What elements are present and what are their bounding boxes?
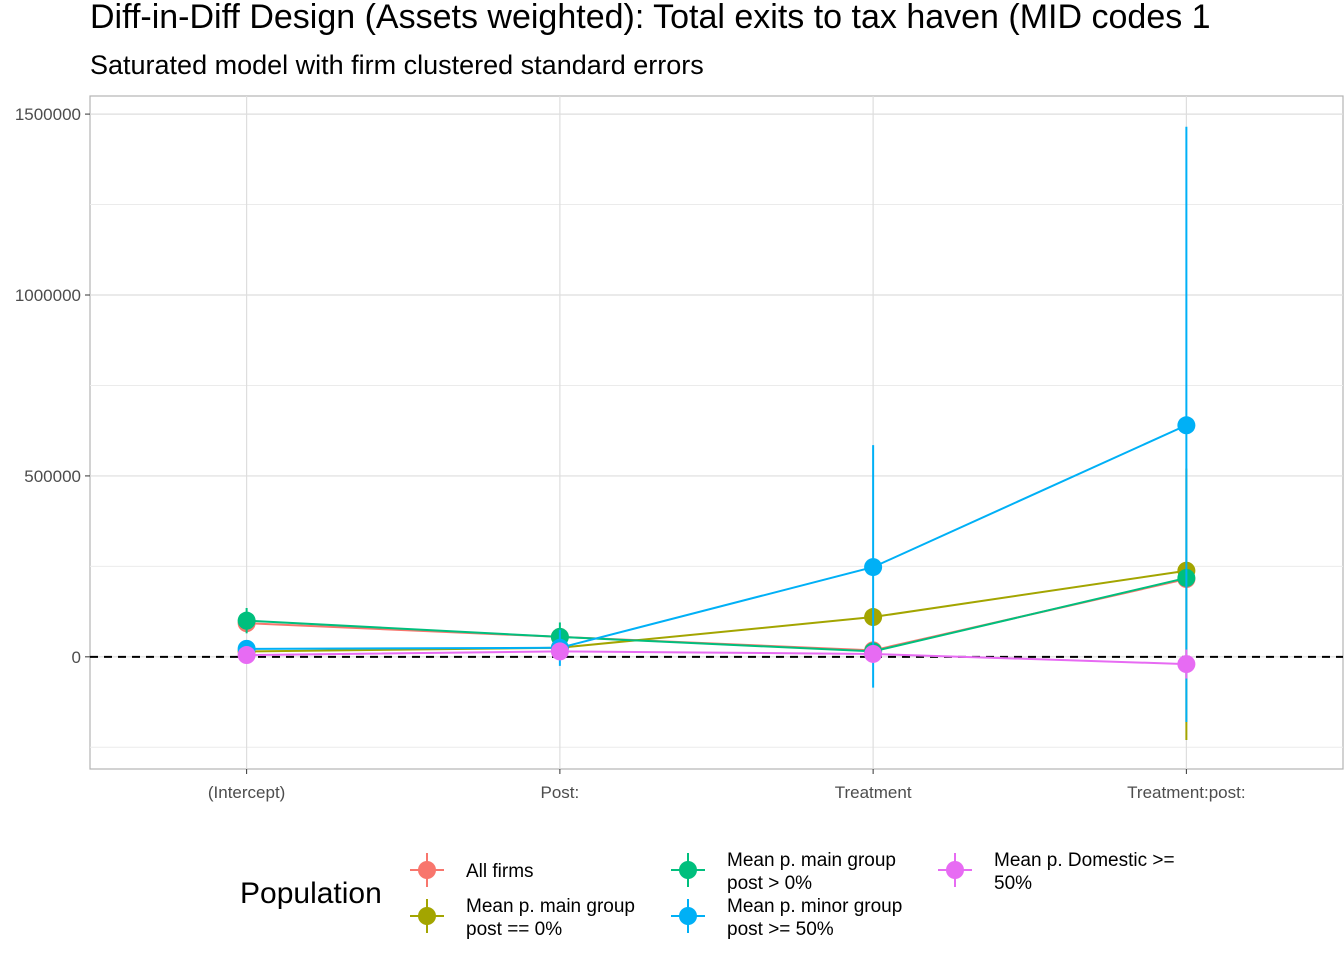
series-line — [246, 650, 1187, 666]
legend-label: All firms — [466, 861, 534, 882]
data-point — [237, 646, 256, 665]
legend-key-point — [679, 861, 697, 879]
legend-title: Population — [240, 877, 382, 910]
y-tick-label: 0 — [72, 648, 81, 667]
legend-label: Mean p. main group — [727, 850, 896, 871]
legend-label: Mean p. Domestic >= — [994, 850, 1175, 871]
legend-label: post == 0% — [466, 919, 562, 940]
legend-key-point — [418, 861, 436, 879]
plot-background — [89, 95, 1344, 770]
legend-key-point — [946, 861, 964, 879]
data-point — [1177, 416, 1196, 435]
legend-item: All firms — [410, 853, 534, 887]
legend-label: 50% — [994, 873, 1032, 894]
series-line — [246, 424, 1187, 650]
chart-subtitle: Saturated model with firm clustered stan… — [90, 50, 704, 80]
series-4 — [237, 642, 1196, 679]
x-tick-label: Post: — [541, 783, 580, 802]
data-point — [550, 642, 569, 661]
legend-key-point — [679, 907, 697, 925]
legend-label: Mean p. minor group — [727, 896, 902, 917]
x-tick-label: Treatment — [835, 783, 912, 802]
legend-item: Mean p. Domestic >=50% — [938, 850, 1175, 894]
data-point — [237, 611, 256, 630]
legend-label: Mean p. main group — [466, 896, 635, 917]
y-tick-label: 1000000 — [15, 286, 81, 305]
chart-title: Diff-in-Diff Design (Assets weighted): T… — [90, 0, 1211, 36]
series-line — [246, 576, 1187, 653]
y-axis: 0 500000 1000000 1500000 — [15, 105, 90, 667]
series-group — [237, 126, 1196, 741]
y-tick-label: 1500000 — [15, 105, 81, 124]
legend-label: post >= 50% — [727, 919, 834, 940]
plot-panel — [89, 95, 1344, 770]
y-tick-label: 500000 — [24, 467, 81, 486]
series-line — [246, 569, 1187, 653]
legend-key-point — [418, 907, 436, 925]
data-point — [864, 558, 883, 577]
x-tick-label: Treatment:post: — [1127, 783, 1245, 802]
x-tick-label: (Intercept) — [208, 783, 285, 802]
data-point — [864, 644, 883, 663]
x-axis: (Intercept) Post: Treatment Treatment:post: — [208, 769, 1246, 802]
data-point — [1177, 655, 1196, 674]
legend-label: post > 0% — [727, 873, 812, 894]
